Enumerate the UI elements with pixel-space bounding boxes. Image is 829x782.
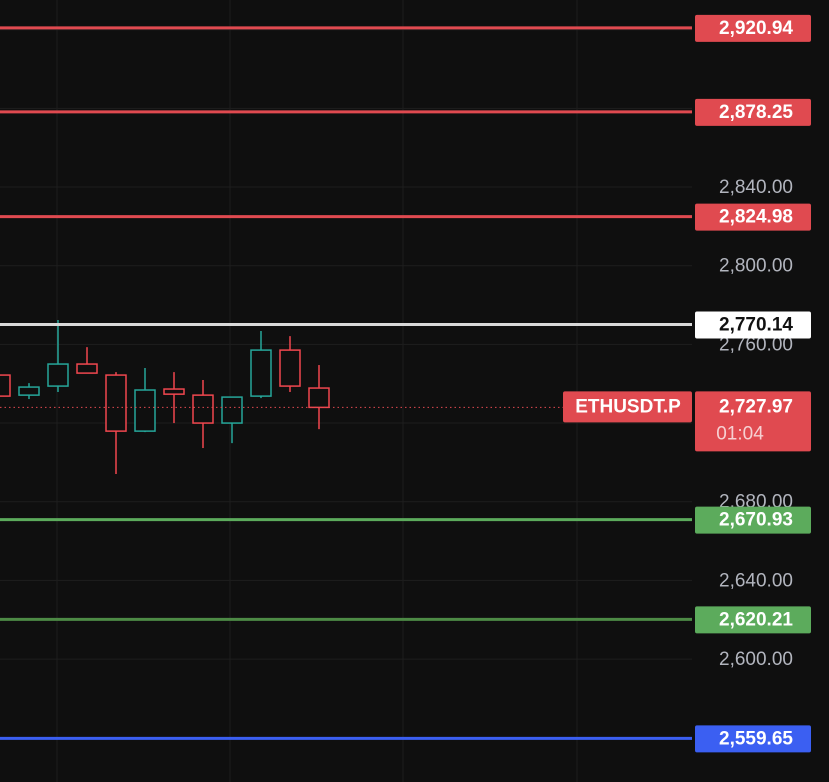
candle-body [279, 349, 301, 387]
candle-body [105, 374, 127, 432]
vertical-grid [56, 0, 578, 782]
price-level-label: 2,824.98 [719, 207, 793, 228]
price-level-label: 2,620.21 [719, 609, 793, 630]
price-level-label-bg [695, 203, 811, 231]
price-level-label-bg [695, 14, 811, 42]
current-price-label: 2,727.97 [719, 396, 793, 417]
current-price-label-bg [695, 391, 811, 452]
y-tick-label: 2,600.00 [719, 649, 793, 670]
candle-body [221, 396, 243, 424]
candle-body [308, 387, 330, 409]
price-level-label-bg [695, 98, 811, 126]
y-tick-label: 2,800.00 [719, 256, 793, 277]
price-level-label-bg [695, 606, 811, 634]
symbol-label-bg [563, 391, 692, 423]
y-tick-label: 2,760.00 [719, 334, 793, 355]
candle-body [163, 388, 185, 395]
candle-body [134, 389, 156, 432]
price-level-label-bg [695, 506, 811, 534]
price-level-label-bg [695, 725, 811, 753]
symbol-label: ETHUSDT.P [575, 396, 681, 417]
candle-body [192, 394, 214, 424]
y-tick-label: 2,640.00 [719, 570, 793, 591]
y-tick-label: 2,840.00 [719, 177, 793, 198]
countdown-label: 01:04 [716, 423, 764, 444]
candle-body [0, 374, 11, 397]
price-level-label: 2,770.14 [719, 314, 793, 335]
price-level-label: 2,670.93 [719, 510, 793, 531]
price-level-label: 2,878.25 [719, 102, 793, 123]
candle-body [47, 363, 69, 387]
candle-body [18, 386, 40, 396]
candle-body [76, 363, 98, 374]
price-level-label: 2,920.94 [719, 18, 793, 39]
candle-body [250, 349, 272, 397]
price-level-label-bg [695, 311, 811, 339]
price-level-label: 2,559.65 [719, 728, 793, 749]
